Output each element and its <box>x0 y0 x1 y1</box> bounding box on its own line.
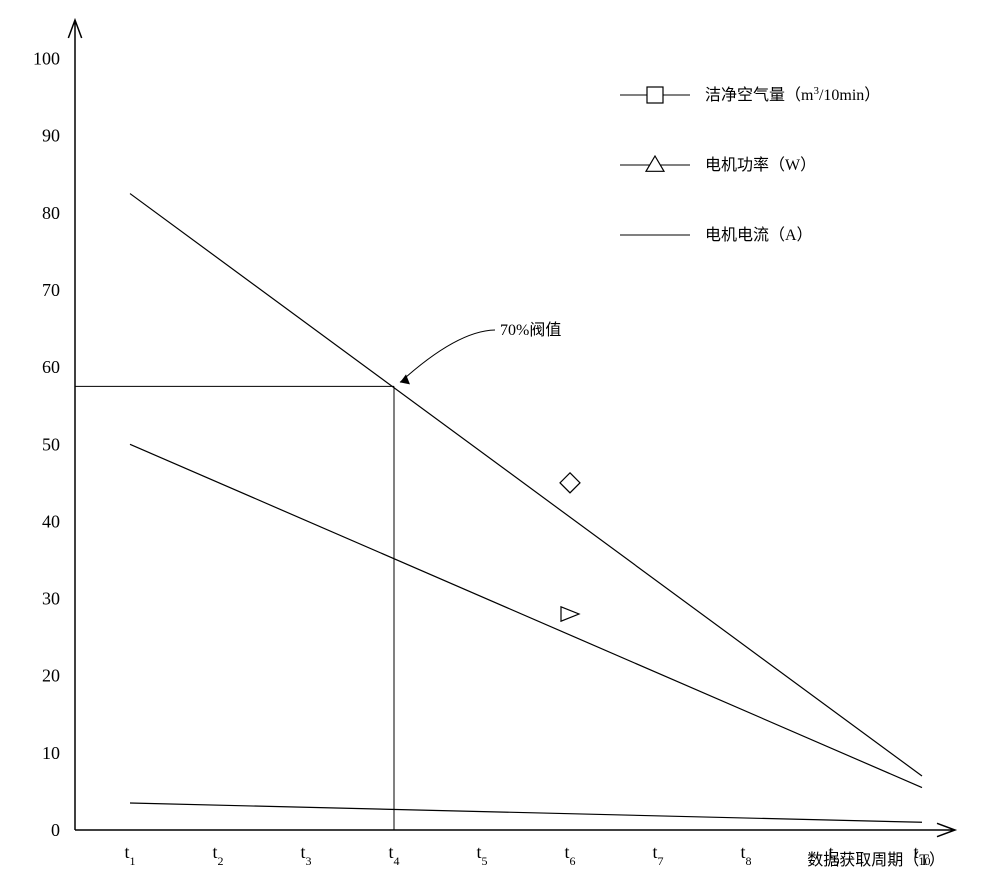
x-tick-label: t3 <box>300 842 311 868</box>
y-tick-label: 100 <box>33 49 60 69</box>
annotation-leader <box>400 330 495 382</box>
x-tick-label: t5 <box>476 842 487 868</box>
series-motor_current <box>130 803 922 822</box>
y-tick-label: 50 <box>42 434 60 454</box>
series-motor_power <box>130 444 922 787</box>
x-axis <box>75 823 955 836</box>
legend-label-motor_power: 电机功率（W） <box>705 156 816 174</box>
y-tick-label: 10 <box>42 743 60 763</box>
legend-square-icon <box>647 87 663 103</box>
legend-label-motor_current: 电机电流（A） <box>705 226 813 244</box>
y-tick-label: 70 <box>42 280 60 300</box>
x-tick-label: t2 <box>212 842 223 868</box>
x-axis-title-final: 数据获取周期（T） <box>807 851 945 869</box>
x-tick-label: t1 <box>124 842 135 868</box>
x-tick-label: t4 <box>388 842 399 868</box>
x-tick-label: t6 <box>564 842 575 868</box>
legend-label-clean_air: 洁净空气量（m3/10min） <box>705 85 880 104</box>
chart-container: 0102030405060708090100t1t2t3t4t5t6t7t8t9… <box>0 0 1000 895</box>
x-tick-label: t8 <box>740 842 751 868</box>
y-tick-label: 0 <box>51 820 60 840</box>
y-axis <box>68 20 81 830</box>
y-tick-label: 20 <box>42 666 60 686</box>
y-tick-label: 30 <box>42 589 60 609</box>
y-tick-label: 60 <box>42 357 60 377</box>
line-chart: 0102030405060708090100t1t2t3t4t5t6t7t8t9… <box>0 0 1000 895</box>
threshold-label: 70%阀值 <box>500 321 561 339</box>
annotation-arrowhead <box>400 374 410 384</box>
square-marker <box>560 473 580 493</box>
y-tick-label: 40 <box>42 511 60 531</box>
series-clean_air <box>130 194 922 776</box>
legend-triangle-icon <box>646 156 664 171</box>
x-tick-label: t7 <box>652 842 663 868</box>
y-tick-label: 90 <box>42 126 60 146</box>
y-tick-label: 80 <box>42 203 60 223</box>
triangle-marker <box>561 607 579 621</box>
